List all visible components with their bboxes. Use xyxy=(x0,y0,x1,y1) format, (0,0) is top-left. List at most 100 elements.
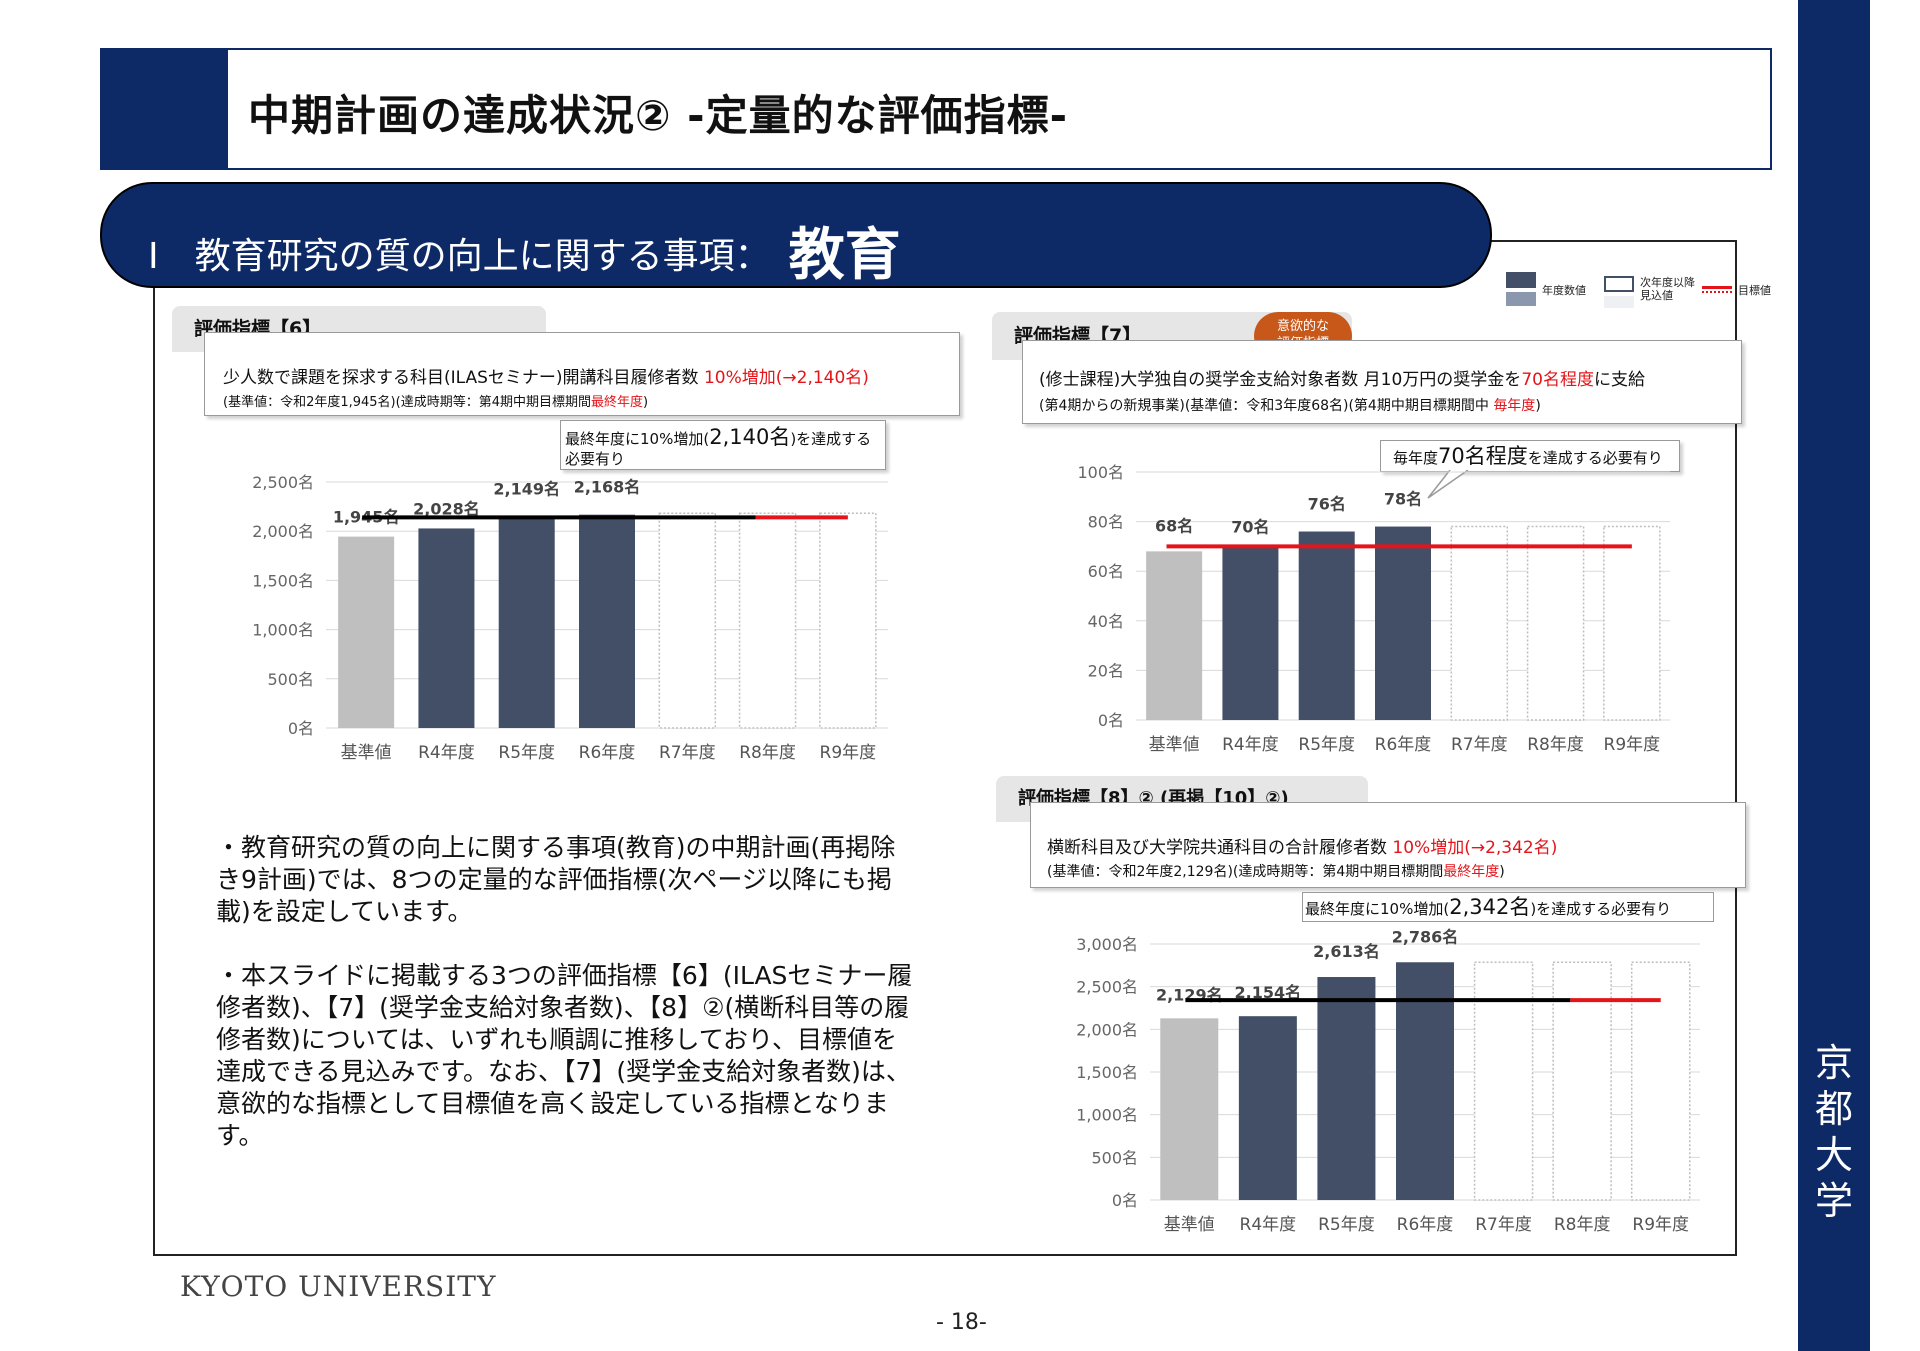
bar xyxy=(1160,1018,1219,1200)
university-side-band: 京都大学 xyxy=(1798,0,1870,1351)
x-tick-label: R7年度 xyxy=(1475,1215,1532,1235)
y-tick-label: 1,000名 xyxy=(252,621,314,640)
legend-forecast-swatch xyxy=(1604,276,1634,292)
indicator8-description: 横断科目及び大学院共通科目の合計履修者数 10%増加(→2,342名) (基準値… xyxy=(1030,802,1746,888)
y-tick-label: 2,000名 xyxy=(1076,1020,1138,1039)
bar xyxy=(579,514,635,728)
x-tick-label: R5年度 xyxy=(1318,1215,1375,1235)
y-tick-label: 60名 xyxy=(1088,562,1124,581)
x-tick-label: 基準値 xyxy=(341,743,392,763)
bar xyxy=(1396,962,1454,1200)
x-tick-label: R9年度 xyxy=(1604,735,1661,755)
indicator7-callout-pointer xyxy=(1427,470,1469,499)
data-label: 68名 xyxy=(1155,516,1193,535)
chart-legend: 年度数値 次年度以降 見込値 目標値 xyxy=(1506,272,1776,314)
data-label: 78名 xyxy=(1384,490,1422,509)
indicator6-callout: 最終年度に10%増加(2,140名)を達成する 必要有り xyxy=(560,420,886,470)
x-tick-label: R6年度 xyxy=(1397,1215,1454,1235)
indicator7-callout-text: 毎年度70名程度を達成する必要有り xyxy=(1393,444,1663,468)
x-tick-label: 基準値 xyxy=(1164,1215,1215,1235)
data-label: 2,154名 xyxy=(1235,983,1302,1002)
legend-target-label: 目標値 xyxy=(1738,284,1771,297)
y-tick-label: 20名 xyxy=(1088,661,1124,680)
bar xyxy=(338,536,395,728)
indicator7-line1: (修士課程)大学独自の奨学金支給対象者数 月10万円の奨学金を70名程度に支給 xyxy=(1039,370,1645,390)
y-tick-label: 1,500名 xyxy=(252,571,314,590)
x-tick-label: R7年度 xyxy=(659,743,716,763)
legend-actual-swatch-light xyxy=(1506,292,1536,306)
x-tick-label: R9年度 xyxy=(820,743,877,763)
x-tick-label: R5年度 xyxy=(1298,735,1355,755)
indicator6-line2: (基準値：令和2年度1,945名)(達成時期等：第4期中期目標期間最終年度) xyxy=(223,395,649,410)
x-tick-label: R8年度 xyxy=(739,743,796,763)
university-vertical-name: 京都大学 xyxy=(1814,1041,1853,1223)
x-tick-label: R4年度 xyxy=(418,743,475,763)
x-tick-label: R8年度 xyxy=(1554,1215,1611,1235)
data-label: 76名 xyxy=(1308,495,1346,514)
section-emphasis: 教育 xyxy=(788,223,901,288)
indicator8-callout-text: 最終年度に10%増加(2,342名)を達成する必要有り xyxy=(1305,895,1672,919)
data-label: 2,613名 xyxy=(1313,942,1380,961)
summary-paragraph-2: ・本スライドに掲載する3つの評価指標【6】(ILASセミナー履修者数)、【7】(… xyxy=(216,961,913,1150)
x-tick-label: R4年度 xyxy=(1222,735,1279,755)
y-tick-label: 2,000名 xyxy=(252,522,314,541)
data-label: 2,149名 xyxy=(493,480,560,499)
forecast-bar xyxy=(658,512,717,729)
forecast-bar xyxy=(1526,525,1585,721)
indicator6-description: 少人数で課題を探求する科目(ILASセミナー)開講科目履修者数 10%増加(→2… xyxy=(204,332,960,416)
y-tick-label: 80名 xyxy=(1088,513,1124,532)
summary-paragraph-1: ・教育研究の質の向上に関する事項(教育)の中期計画(再掲除き9計画)では、8つの… xyxy=(216,833,896,926)
forecast-bar xyxy=(1603,525,1661,721)
y-tick-label: 500名 xyxy=(267,670,314,689)
section-heading: Ⅰ 教育研究の質の向上に関する事項： 教育 xyxy=(148,204,901,288)
legend-actual-label: 年度数値 xyxy=(1542,284,1586,297)
page-title: 中期計画の達成状況② -定量的な評価指標- xyxy=(248,91,1069,140)
forecast-bar xyxy=(819,512,877,729)
indicator6-line1: 少人数で課題を探求する科目(ILASセミナー)開講科目履修者数 10%増加(→2… xyxy=(223,368,869,388)
y-tick-label: 2,500名 xyxy=(252,473,314,492)
indicator7-line2: (第4期からの新規事業)(基準値：令和3年度68名)(第4期中期目標期間中 毎年… xyxy=(1039,398,1541,414)
legend-target-swatch xyxy=(1702,286,1732,289)
title-accent xyxy=(102,50,228,168)
bar xyxy=(1298,531,1355,720)
y-tick-label: 0名 xyxy=(1112,1191,1138,1210)
data-label: 70名 xyxy=(1231,517,1269,536)
y-tick-label: 500名 xyxy=(1091,1148,1138,1167)
summary-text: ・教育研究の質の向上に関する事項(教育)の中期計画(再掲除き9計画)では、8つの… xyxy=(216,832,916,1184)
data-label: 2,786名 xyxy=(1392,927,1459,946)
bar xyxy=(1238,1016,1297,1200)
indicator7-callout: 毎年度70名程度を達成する必要有り xyxy=(1380,440,1680,472)
x-tick-label: R4年度 xyxy=(1240,1215,1297,1235)
y-tick-label: 0名 xyxy=(1098,711,1124,730)
bar xyxy=(1375,526,1431,720)
section-banner: Ⅰ 教育研究の質の向上に関する事項： 教育 xyxy=(100,182,1492,288)
legend-target-swatch-dotted xyxy=(1702,291,1732,293)
data-label: 2,168名 xyxy=(574,478,641,497)
forecast-bar xyxy=(738,512,797,729)
x-tick-label: R8年度 xyxy=(1527,735,1584,755)
footer-university-name: KYOTO UNIVERSITY xyxy=(180,1270,497,1303)
y-tick-label: 40名 xyxy=(1088,612,1124,631)
bar xyxy=(418,528,475,728)
y-tick-label: 3,000名 xyxy=(1076,935,1138,954)
forecast-bar xyxy=(1473,961,1534,1201)
indicator6-callout-text: 最終年度に10%増加(2,140名)を達成する 必要有り xyxy=(565,425,872,469)
indicator6-chart: 0名500名1,000名1,500名2,000名2,500名1,945名基準値2… xyxy=(252,473,888,763)
y-tick-label: 1,000名 xyxy=(1076,1106,1138,1125)
y-tick-label: 0名 xyxy=(288,719,314,738)
indicator8-line2: (基準値：令和2年度2,129名)(達成時期等：第4期中期目標期間最終年度) xyxy=(1047,864,1505,880)
y-tick-label: 100名 xyxy=(1077,463,1124,482)
indicator8-callout: 最終年度に10%増加(2,342名)を達成する必要有り xyxy=(1302,892,1714,922)
forecast-bar xyxy=(1552,961,1612,1201)
x-tick-label: R6年度 xyxy=(579,743,636,763)
legend-forecast-label: 次年度以降 見込値 xyxy=(1640,276,1695,302)
y-tick-label: 2,500名 xyxy=(1076,978,1138,997)
bar xyxy=(498,516,555,728)
legend-actual-swatch xyxy=(1506,272,1536,288)
title-bar: 中期計画の達成状況② -定量的な評価指標- xyxy=(100,48,1772,170)
forecast-bar xyxy=(1630,961,1691,1201)
page-number: - 18- xyxy=(936,1310,987,1335)
data-label: 2,028名 xyxy=(413,499,480,518)
bar xyxy=(1317,977,1376,1200)
y-tick-label: 1,500名 xyxy=(1076,1063,1138,1082)
